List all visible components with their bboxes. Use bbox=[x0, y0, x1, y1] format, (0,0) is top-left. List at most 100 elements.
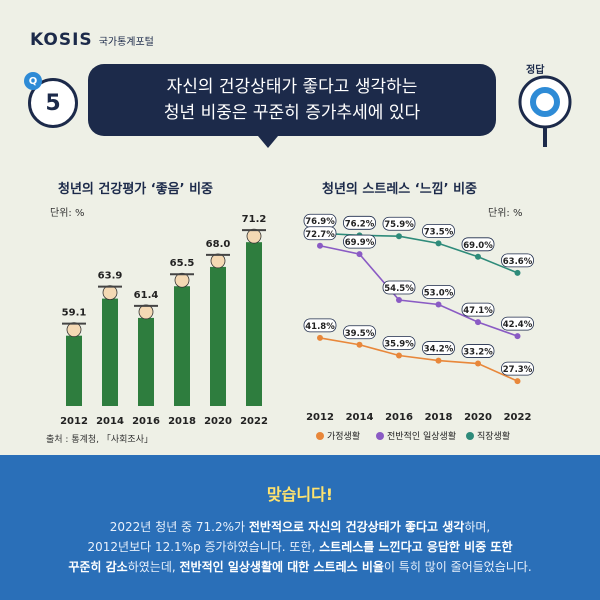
data-label: 39.5% bbox=[345, 329, 375, 339]
question-line-2: 청년 비중은 꾸준히 증가추세에 있다 bbox=[163, 103, 421, 123]
body-emphasis: 스트레스를 느낀다고 응답한 비중 또한 bbox=[319, 540, 513, 554]
data-label: 35.9% bbox=[384, 339, 414, 349]
data-label-box bbox=[422, 223, 455, 238]
data-label-box bbox=[422, 285, 455, 299]
data-label: 42.4% bbox=[503, 320, 533, 330]
body-text: 하였는데, bbox=[127, 560, 180, 574]
data-label: 41.8% bbox=[305, 322, 335, 332]
data-label: 33.2% bbox=[463, 348, 493, 358]
x-tick-label: 2012 bbox=[60, 416, 88, 426]
body-text: 이 특히 많이 줄어들었습니다. bbox=[383, 560, 532, 574]
data-label-box bbox=[461, 344, 495, 358]
infographic-top: KOSIS 국가통계포털 5 Q 자신의 건강상태가 좋다고 생각하는 청년 비… bbox=[24, 30, 572, 445]
legend-label: 가정생활 bbox=[327, 430, 360, 442]
data-label-box bbox=[501, 361, 534, 376]
person-head-icon bbox=[66, 322, 82, 338]
body-emphasis: 전반적인 일상생활에 대한 스트레스 비율 bbox=[179, 560, 384, 574]
bar bbox=[210, 266, 226, 406]
data-label-box bbox=[382, 336, 416, 350]
data-point bbox=[435, 357, 442, 364]
person-head-icon bbox=[210, 253, 226, 269]
data-point bbox=[514, 378, 521, 385]
body-emphasis: 전반적으로 자신의 건강상태가 좋다고 생각 bbox=[248, 520, 465, 534]
data-label: 73.5% bbox=[424, 227, 454, 237]
x-tick-label: 2012 bbox=[306, 412, 334, 423]
question-bubble: 자신의 건강상태가 좋다고 생각하는 청년 비중은 꾸준히 증가추세에 있다 bbox=[88, 64, 496, 148]
answer-body: 2022년 청년 중 71.2%가 전반적으로 자신의 건강상태가 좋다고 생각… bbox=[22, 517, 578, 577]
x-tick-label: 2014 bbox=[346, 412, 374, 423]
data-label-box bbox=[501, 253, 534, 268]
data-label: 34.2% bbox=[424, 345, 454, 355]
data-point bbox=[475, 319, 481, 326]
data-label-box bbox=[461, 237, 495, 252]
bar bbox=[138, 317, 154, 406]
line-chart-title: 청년의 스트레스 ‘느낌’ 비중 bbox=[322, 182, 478, 197]
logo-sub: 국가통계포털 bbox=[98, 37, 154, 48]
bar bbox=[174, 286, 190, 406]
data-label-box bbox=[343, 325, 376, 340]
bar-value-label: 63.9 bbox=[98, 271, 123, 282]
data-label: 76.9% bbox=[305, 217, 335, 227]
data-label-box bbox=[303, 226, 337, 241]
question-line-1: 자신의 건강상태가 좋다고 생각하는 bbox=[166, 77, 418, 97]
answer-o-icon bbox=[518, 75, 572, 147]
bar-chart-unit: 단위: % bbox=[50, 208, 85, 219]
data-point bbox=[356, 341, 363, 348]
body-emphasis: 꾸준히 감소 bbox=[68, 560, 128, 574]
x-tick-label: 2022 bbox=[240, 416, 268, 426]
x-tick-label: 2020 bbox=[464, 412, 492, 423]
legend-swatch bbox=[316, 432, 324, 440]
bar bbox=[246, 242, 262, 406]
data-point bbox=[514, 333, 521, 340]
body-text: 하며, bbox=[464, 520, 491, 534]
data-label: 47.1% bbox=[463, 306, 493, 316]
data-point bbox=[356, 251, 363, 258]
legend-label: 전반적인 일상생활 bbox=[387, 430, 456, 442]
data-label: 69.9% bbox=[345, 238, 375, 248]
data-point bbox=[475, 360, 481, 367]
kosis-logo: KOSIS 국가통계포털 bbox=[30, 30, 154, 50]
bar-chart: 59.1 2012 63.9 2014 61.4 2016 65.5 2018 68.0 2020… bbox=[60, 214, 268, 426]
question-q-icon: Q bbox=[24, 72, 42, 90]
legend-swatch bbox=[376, 432, 384, 440]
data-label-box bbox=[343, 215, 376, 230]
logo-main: KOSIS bbox=[30, 30, 93, 50]
data-point bbox=[435, 301, 442, 308]
data-label-box bbox=[343, 234, 376, 249]
x-tick-label: 2014 bbox=[96, 416, 124, 426]
data-label: 27.3% bbox=[503, 365, 533, 375]
data-label: 69.0% bbox=[463, 241, 493, 251]
bar-chart-title: 청년의 건강평가 ‘좋음’ 비중 bbox=[58, 182, 214, 197]
x-tick-label: 2016 bbox=[385, 412, 413, 423]
bar-value-label: 59.1 bbox=[62, 308, 87, 319]
data-label-box bbox=[382, 216, 416, 231]
person-head-icon bbox=[246, 228, 262, 244]
x-tick-label: 2018 bbox=[425, 412, 453, 423]
data-point bbox=[396, 352, 402, 359]
answer-panel: 맞습니다! 2022년 청년 중 71.2%가 전반적으로 자신의 건강상태가 … bbox=[0, 455, 600, 600]
bar-value-label: 65.5 bbox=[170, 258, 195, 269]
person-head-icon bbox=[174, 272, 190, 288]
data-label-box bbox=[461, 302, 495, 317]
bar-value-label: 68.0 bbox=[206, 239, 231, 250]
data-point bbox=[317, 334, 323, 341]
body-text: 2022년 청년 중 71.2%가 bbox=[109, 520, 249, 534]
person-head-icon bbox=[138, 304, 154, 320]
series-line bbox=[319, 244, 518, 337]
data-label-box bbox=[422, 341, 455, 355]
x-tick-label: 2016 bbox=[132, 416, 160, 426]
data-label-box bbox=[303, 318, 337, 333]
data-label-box bbox=[501, 316, 534, 331]
data-point bbox=[396, 297, 402, 304]
data-label: 54.5% bbox=[384, 284, 414, 294]
bar bbox=[102, 298, 118, 406]
data-point bbox=[475, 253, 481, 260]
person-head-icon bbox=[102, 285, 118, 300]
data-point bbox=[396, 233, 402, 240]
data-label: 72.7% bbox=[305, 230, 335, 240]
bar-value-label: 71.2 bbox=[242, 214, 267, 225]
bar bbox=[66, 335, 82, 406]
line-chart-unit: 단위: % bbox=[488, 208, 523, 219]
data-label: 63.6% bbox=[503, 257, 533, 267]
question-number-badge: 5 bbox=[28, 78, 78, 128]
